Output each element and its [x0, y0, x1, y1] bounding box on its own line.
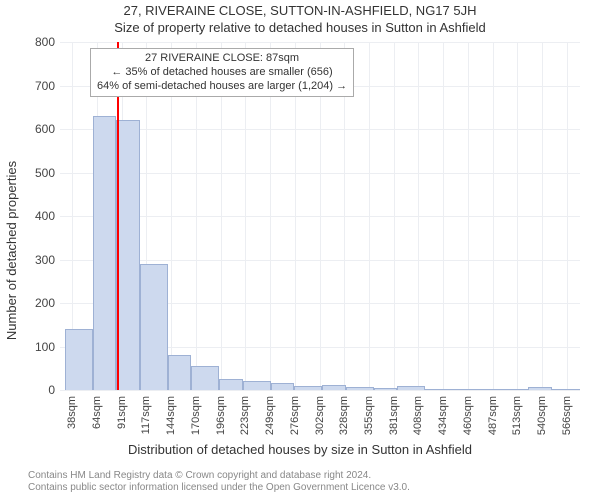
gridline-vertical [369, 42, 370, 390]
chart-container: 27, RIVERAINE CLOSE, SUTTON-IN-ASHFIELD,… [0, 0, 600, 500]
histogram-bar [346, 387, 374, 390]
x-tick-label: 302sqm [314, 396, 326, 435]
histogram-bar [294, 386, 322, 390]
gridline-vertical [542, 42, 543, 390]
annotation-line2: ← 35% of detached houses are smaller (65… [97, 66, 347, 80]
x-axis-label: Distribution of detached houses by size … [0, 442, 600, 457]
gridline-vertical [567, 42, 568, 390]
histogram-bar [140, 264, 168, 390]
x-tick-label: 460sqm [462, 396, 474, 435]
histogram-bar [322, 385, 345, 390]
x-tick-label: 355sqm [363, 396, 375, 435]
y-axis-label: Number of detached properties [2, 0, 22, 500]
histogram-bar [219, 379, 242, 390]
histogram-bar [93, 116, 116, 390]
gridline-vertical [468, 42, 469, 390]
x-tick-label: 196sqm [215, 396, 227, 435]
x-tick-label: 117sqm [140, 396, 152, 434]
chart-title-line1: 27, RIVERAINE CLOSE, SUTTON-IN-ASHFIELD,… [0, 3, 600, 18]
x-tick-label: 276sqm [289, 396, 301, 435]
x-tick-label: 249sqm [264, 396, 276, 435]
histogram-bar [449, 389, 477, 390]
annotation-line3: 64% of semi-detached houses are larger (… [97, 80, 347, 94]
histogram-bar [397, 386, 425, 390]
gridline-horizontal [60, 390, 580, 391]
gridline-vertical [493, 42, 494, 390]
histogram-bar [65, 329, 93, 390]
x-tick-label: 144sqm [165, 396, 177, 435]
x-tick-label: 513sqm [511, 396, 523, 435]
x-tick-label: 540sqm [536, 396, 548, 435]
y-tick-label: 300 [25, 253, 55, 267]
histogram-bar [168, 355, 191, 390]
gridline-vertical [418, 42, 419, 390]
histogram-bar [528, 387, 551, 390]
x-tick-label: 38sqm [66, 396, 78, 429]
x-tick-label: 434sqm [437, 396, 449, 435]
y-tick-label: 800 [25, 35, 55, 49]
y-tick-label: 0 [25, 383, 55, 397]
histogram-bar [500, 389, 528, 390]
x-tick-label: 381sqm [388, 396, 400, 435]
annotation-line1: 27 RIVERAINE CLOSE: 87sqm [97, 52, 347, 66]
y-tick-label: 600 [25, 122, 55, 136]
histogram-bar [552, 389, 580, 390]
histogram-bar [243, 381, 271, 390]
credit-text: Contains HM Land Registry data © Crown c… [28, 470, 410, 494]
x-tick-label: 408sqm [412, 396, 424, 435]
gridline-vertical [443, 42, 444, 390]
y-tick-label: 100 [25, 340, 55, 354]
x-tick-label: 487sqm [487, 396, 499, 435]
gridline-vertical [517, 42, 518, 390]
x-tick-label: 170sqm [190, 396, 202, 435]
histogram-bar [271, 383, 294, 390]
x-tick-label: 328sqm [338, 396, 350, 435]
gridline-vertical [394, 42, 395, 390]
x-tick-label: 64sqm [91, 396, 103, 429]
x-tick-label: 91sqm [116, 396, 128, 429]
x-tick-label: 223sqm [239, 396, 251, 435]
y-tick-label: 400 [25, 209, 55, 223]
y-tick-label: 500 [25, 166, 55, 180]
histogram-bar [425, 389, 448, 390]
x-tick-label: 566sqm [561, 396, 573, 435]
histogram-bar [374, 388, 397, 390]
annotation-box: 27 RIVERAINE CLOSE: 87sqm ← 35% of detac… [90, 48, 354, 97]
histogram-bar [477, 389, 500, 390]
y-tick-label: 200 [25, 296, 55, 310]
y-tick-label: 700 [25, 79, 55, 93]
histogram-bar [191, 366, 219, 390]
histogram-bar [116, 120, 139, 390]
chart-title-line2: Size of property relative to detached ho… [0, 20, 600, 35]
